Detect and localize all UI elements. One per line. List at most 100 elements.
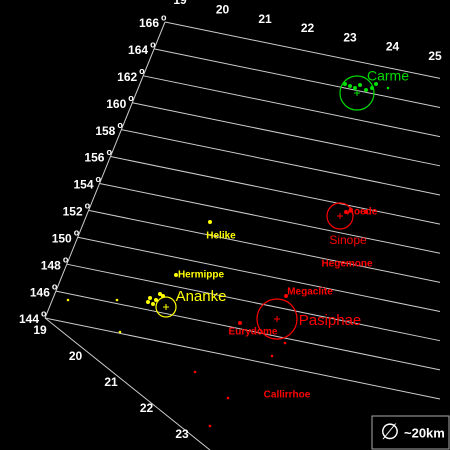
- axis-label: 21: [258, 12, 272, 26]
- inclination-label: 160: [106, 97, 126, 111]
- axis-label: 23: [175, 427, 189, 441]
- grid-line: [88, 209, 441, 283]
- group-label: Carme: [367, 68, 409, 84]
- inclination-label: 158: [95, 124, 115, 138]
- inclination-label: 164: [128, 43, 148, 57]
- axis-label: 21: [104, 375, 118, 389]
- axis-label: 20: [69, 349, 83, 363]
- dot: [283, 341, 287, 345]
- inclination-label: 150: [52, 231, 72, 245]
- moon-dot: [154, 298, 158, 302]
- axis-line: [44, 21, 166, 319]
- inclination-label: 148: [41, 258, 61, 272]
- grid-line: [164, 21, 441, 79]
- inclination-label: 156: [84, 151, 104, 165]
- grid-line: [66, 263, 441, 342]
- group-circle: [256, 298, 298, 340]
- inclination-label: 144: [19, 312, 39, 326]
- dot: [66, 298, 70, 302]
- dot: [118, 330, 122, 334]
- legend-box: [371, 415, 450, 450]
- degree-mark: o: [117, 120, 123, 130]
- axis-label: 19: [33, 323, 47, 337]
- moon-dot: [146, 300, 150, 304]
- dot: [270, 354, 274, 358]
- moon-label: Eurydome: [229, 327, 278, 338]
- axis-label: 23: [343, 30, 357, 44]
- moon-dot: [174, 273, 178, 277]
- degree-mark: o: [161, 12, 167, 22]
- axis-label: 20: [216, 2, 230, 16]
- moon-label: Callirrhoe: [264, 390, 311, 401]
- inclination-label: 146: [30, 285, 50, 299]
- group-circle: [326, 202, 354, 230]
- legend-label: ~20km: [404, 425, 445, 440]
- moon-dot: [208, 220, 212, 224]
- group-label: Sinope: [329, 233, 367, 247]
- axis-label: 22: [301, 21, 315, 35]
- dot: [193, 370, 197, 374]
- degree-mark: o: [96, 174, 102, 184]
- moon-dot: [358, 83, 362, 87]
- moon-dot: [151, 302, 155, 306]
- moon-dot: [238, 321, 242, 325]
- degree-mark: o: [63, 255, 69, 265]
- moon-label: Megaclite: [287, 287, 333, 298]
- moon-dot: [374, 82, 378, 86]
- group-label: Pasiphae: [299, 312, 362, 329]
- moon-label: Hegemone: [321, 259, 373, 270]
- grid-line: [110, 156, 441, 225]
- degree-mark: o: [52, 281, 58, 291]
- legend-symbol: ∅: [380, 419, 399, 444]
- moon-dot: [348, 84, 352, 88]
- degree-mark: o: [85, 201, 91, 211]
- axis-line: [44, 317, 211, 450]
- degree-mark: o: [128, 93, 134, 103]
- moon-label: Hermippe: [178, 270, 225, 281]
- degree-mark: o: [139, 66, 145, 76]
- center-cross: [274, 316, 280, 322]
- moon-label: Helike: [206, 231, 236, 242]
- group-circle: [339, 75, 375, 111]
- dot: [115, 298, 119, 302]
- grid-line: [77, 236, 441, 313]
- moon-label: Aoede: [347, 207, 378, 218]
- axis-label: 22: [140, 401, 154, 415]
- grid-line: [153, 48, 441, 109]
- center-cross: [163, 304, 169, 310]
- dot: [386, 86, 390, 90]
- moon-dot: [370, 86, 374, 90]
- axis-label: 25: [428, 49, 442, 63]
- degree-mark: o: [41, 308, 47, 318]
- center-cross: [354, 90, 360, 96]
- moon-dot: [148, 296, 152, 300]
- legend: ∅ ~20km: [371, 415, 450, 450]
- moon-dot: [344, 210, 348, 214]
- grid-line: [44, 317, 441, 400]
- inclination-label: 166: [139, 16, 159, 30]
- degree-mark: o: [106, 147, 112, 157]
- moon-dot: [158, 292, 162, 296]
- grid-line: [132, 102, 441, 167]
- moon-dot: [353, 86, 357, 90]
- degree-mark: o: [150, 39, 156, 49]
- center-cross: [337, 213, 343, 219]
- moon-dot: [364, 210, 368, 214]
- degree-mark: o: [74, 228, 80, 238]
- moon-dot: [161, 294, 165, 298]
- moon-dot: [349, 208, 353, 212]
- moon-dot: [284, 294, 288, 298]
- moon-dot: [343, 82, 347, 86]
- groups: Carme Ananke Pasiphae Sinope Helike Hermippe A…: [146, 68, 409, 401]
- inclination-label: 152: [63, 205, 83, 219]
- inclination-label: 162: [117, 70, 137, 84]
- axis-label: 24: [386, 40, 400, 54]
- scatter-dots: [66, 86, 390, 428]
- inclination-label: 154: [74, 178, 94, 192]
- grid-line: [99, 182, 441, 254]
- grid-line: [143, 75, 441, 138]
- axis-label: 19: [173, 0, 187, 7]
